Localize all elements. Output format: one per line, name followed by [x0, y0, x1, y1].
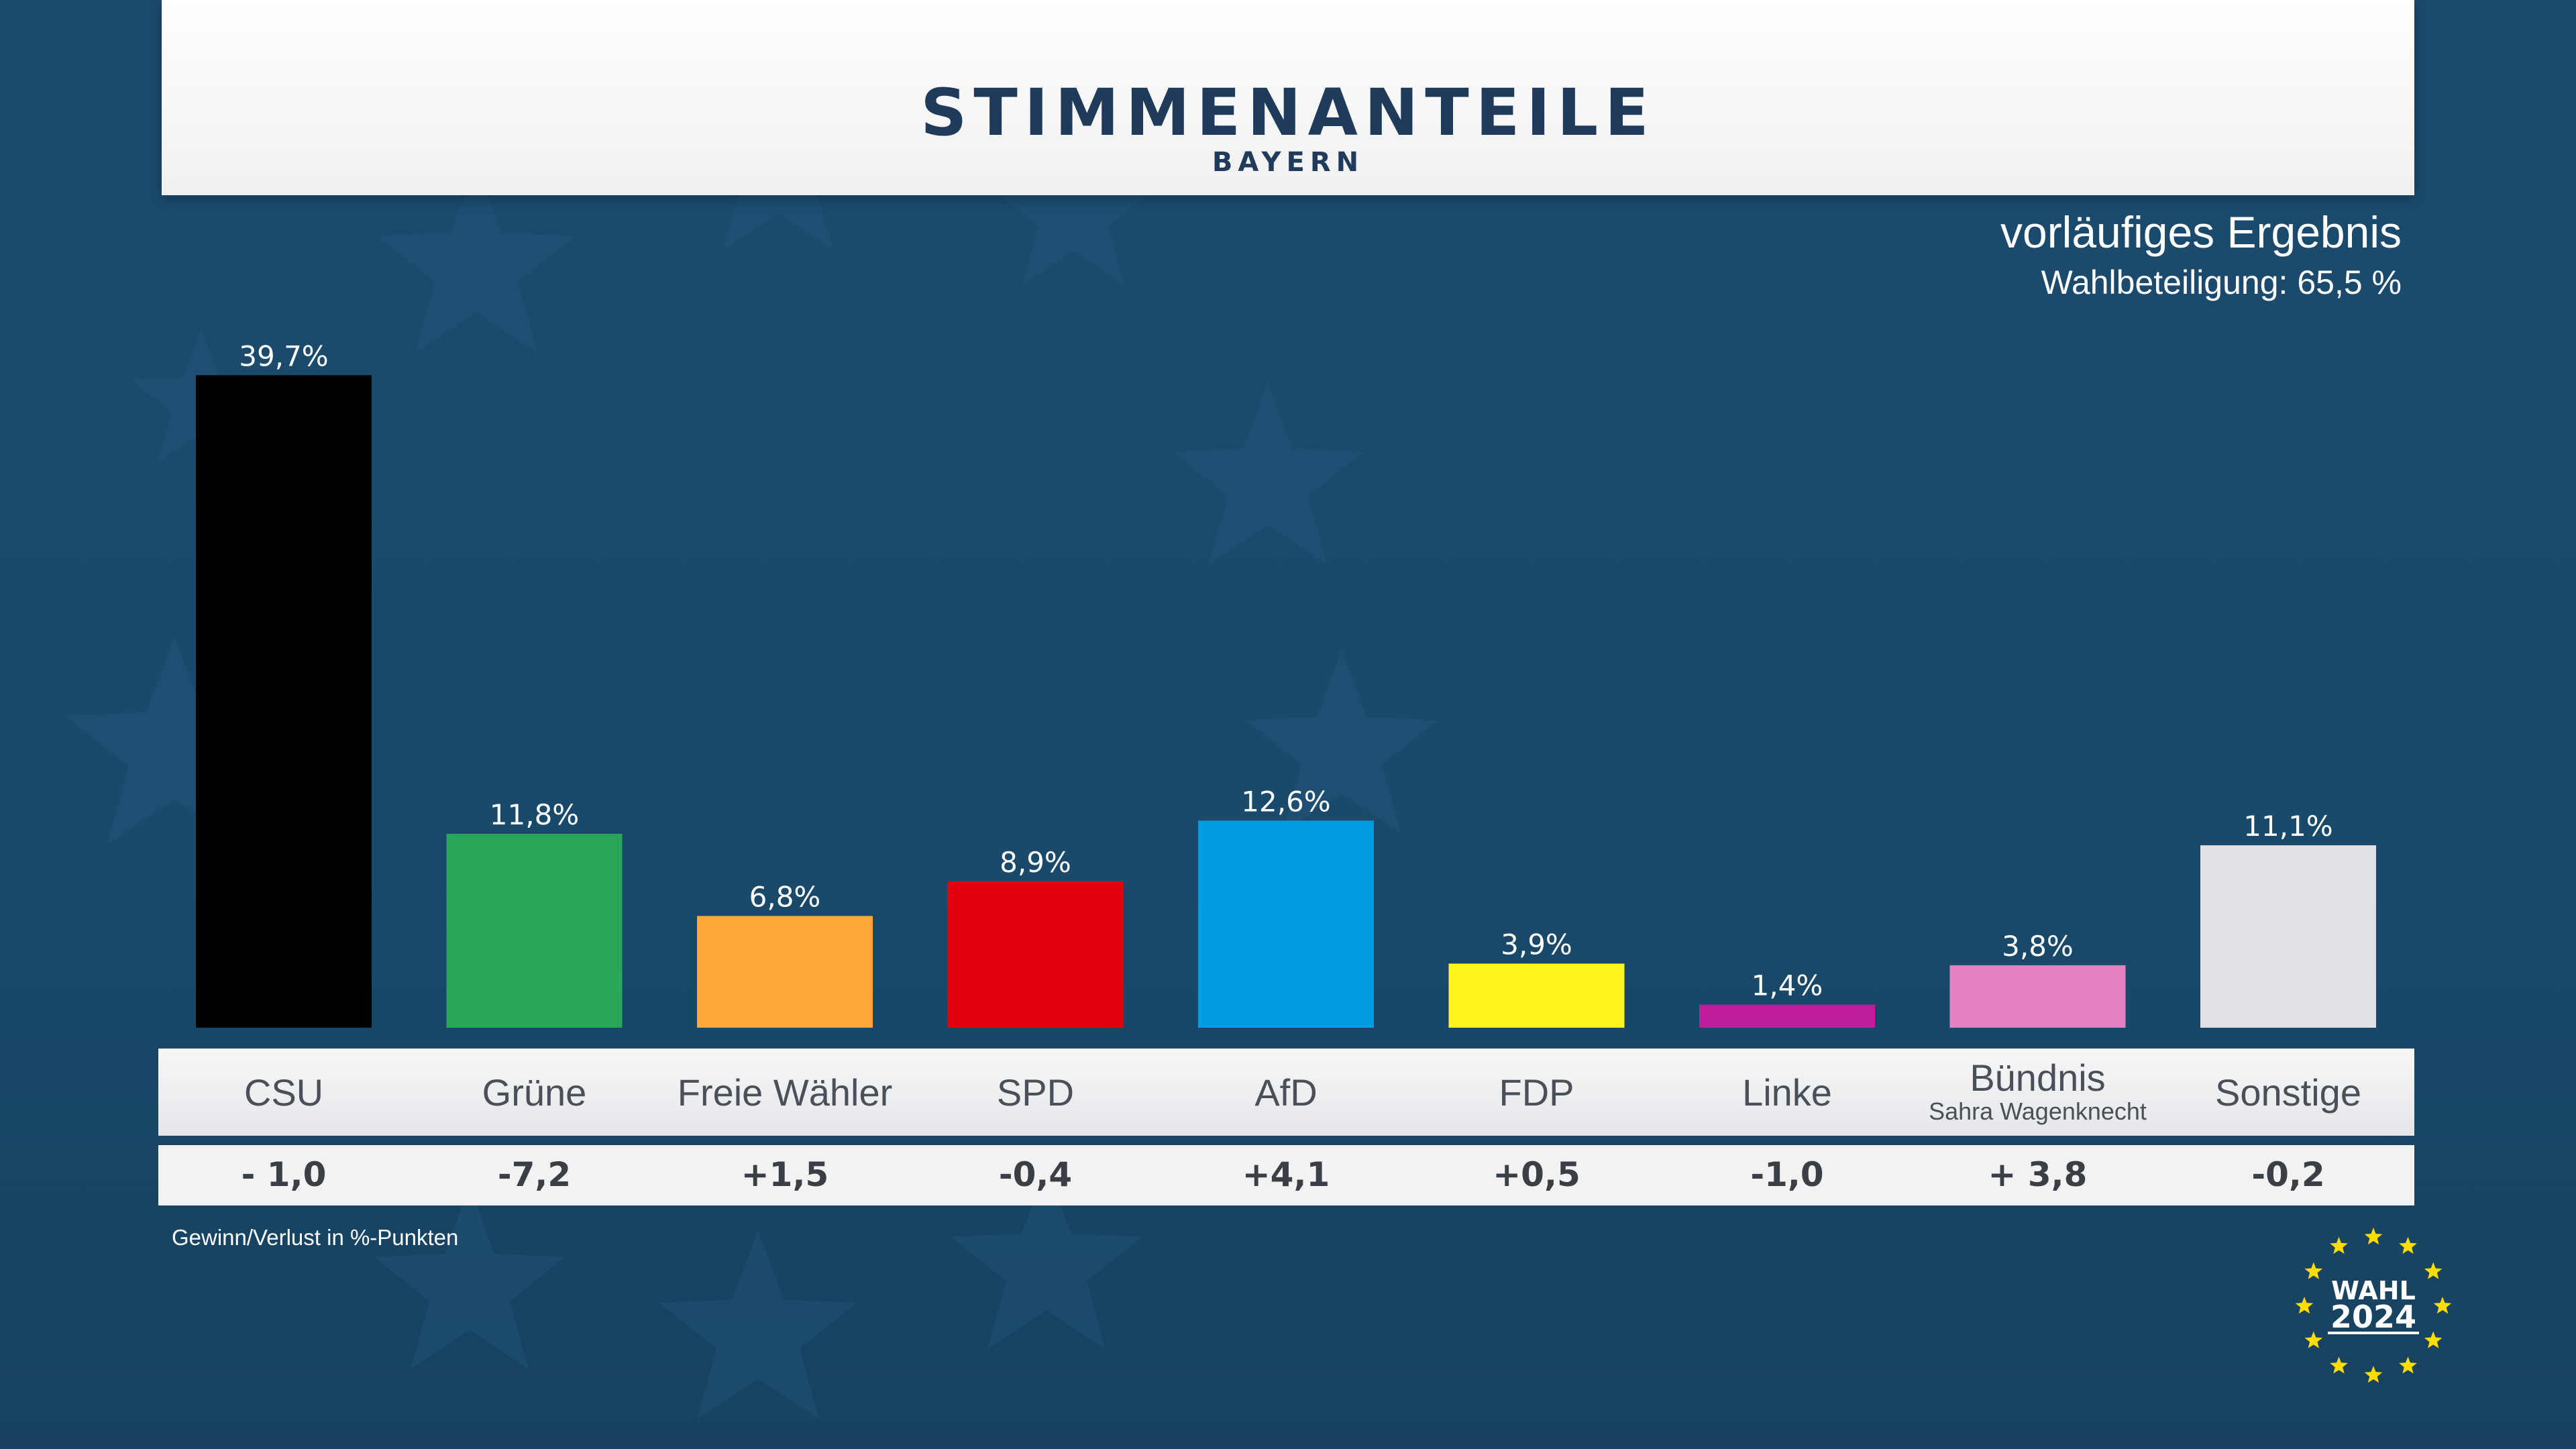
change-footnote: Gewinn/Verlust in %-Punkten	[172, 1225, 459, 1250]
bar-value-label: 6,8%	[749, 880, 821, 913]
party-name: FDP	[1499, 1071, 1574, 1114]
party-changes-band	[158, 1145, 2414, 1205]
party-change: -7,2	[497, 1155, 572, 1194]
bar-value-label: 3,9%	[1501, 928, 1572, 961]
party-change: -0,4	[998, 1155, 1073, 1194]
bar-value-label: 3,8%	[2002, 930, 2074, 963]
party-name: SPD	[996, 1071, 1075, 1114]
logo-star-icon	[2364, 1228, 2383, 1245]
logo-star-icon	[2424, 1262, 2443, 1279]
party-name: Bündnis	[1970, 1057, 2106, 1099]
result-status: vorläufiges Ergebnis	[2000, 207, 2402, 257]
bar-sonstige	[2200, 845, 2376, 1028]
logo-star-icon	[2304, 1262, 2323, 1279]
party-name: Linke	[1742, 1071, 1832, 1114]
background-star-icon	[377, 164, 576, 353]
background-star-icon	[374, 1187, 566, 1370]
bar-value-label: 39,7%	[239, 339, 328, 372]
logo-star-icon	[2433, 1297, 2452, 1314]
logo-line2: 2024	[2330, 1299, 2416, 1335]
bar-value-label: 12,6%	[1241, 785, 1330, 818]
logo-star-icon	[2399, 1356, 2417, 1374]
bar-fdp	[1448, 963, 1625, 1028]
background-star-icon	[951, 1167, 1142, 1350]
logo-star-icon	[2295, 1297, 2314, 1314]
party-change: +1,5	[741, 1155, 829, 1194]
party-name: CSU	[244, 1071, 324, 1114]
logo-line1: WAHL	[2331, 1276, 2416, 1305]
eu-stars-circle-icon: WAHL 2024	[2295, 1228, 2452, 1383]
party-name: AfD	[1254, 1071, 1318, 1114]
header-banner: STIMMENANTEILE BAYERN	[162, 0, 2414, 195]
logo-star-icon	[2330, 1356, 2348, 1374]
party-names-band	[158, 1049, 2414, 1136]
bar-value-label: 8,9%	[1000, 846, 1071, 879]
bar-linke	[1699, 1004, 1875, 1028]
party-change: +0,5	[1493, 1155, 1580, 1194]
bar-afd	[1198, 820, 1374, 1028]
bar-spd	[947, 881, 1124, 1028]
party-name: Sonstige	[2215, 1071, 2361, 1114]
bar-value-label: 11,1%	[2243, 810, 2332, 843]
party-name: Freie Wähler	[677, 1071, 893, 1114]
turnout: Wahlbeteiligung: 65,5 %	[2041, 264, 2402, 301]
party-change: -0,2	[2251, 1155, 2325, 1194]
bar-gr-ne	[446, 833, 623, 1028]
logo-star-icon	[2424, 1331, 2443, 1348]
bar-freie-w-hler	[697, 916, 873, 1028]
bar-csu	[196, 375, 372, 1028]
party-change: +4,1	[1242, 1155, 1330, 1194]
logo-star-icon	[2399, 1236, 2417, 1254]
background-star-icon	[66, 637, 283, 844]
logo-star-icon	[2304, 1331, 2323, 1348]
logo-star-icon	[2330, 1236, 2348, 1254]
page-subtitle: BAYERN	[1212, 147, 1364, 178]
party-change: -1,0	[1750, 1155, 1824, 1194]
logo-star-icon	[2364, 1366, 2383, 1383]
party-change: - 1,0	[241, 1155, 327, 1194]
party-change: + 3,8	[1988, 1155, 2088, 1194]
bar-b-ndnis	[1949, 965, 2126, 1028]
bar-value-label: 1,4%	[1752, 969, 1823, 1002]
party-sublabel: Sahra Wagenknecht	[1929, 1097, 2147, 1125]
background-star-icon	[1172, 382, 1364, 565]
background-star-icon	[990, 127, 1157, 286]
party-name: Grüne	[482, 1071, 587, 1114]
bar-value-label: 11,8%	[490, 798, 579, 831]
page-title: STIMMENANTEILE	[920, 75, 1656, 150]
background-star-icon	[659, 1231, 857, 1419]
background-star-icon	[1246, 651, 1438, 833]
